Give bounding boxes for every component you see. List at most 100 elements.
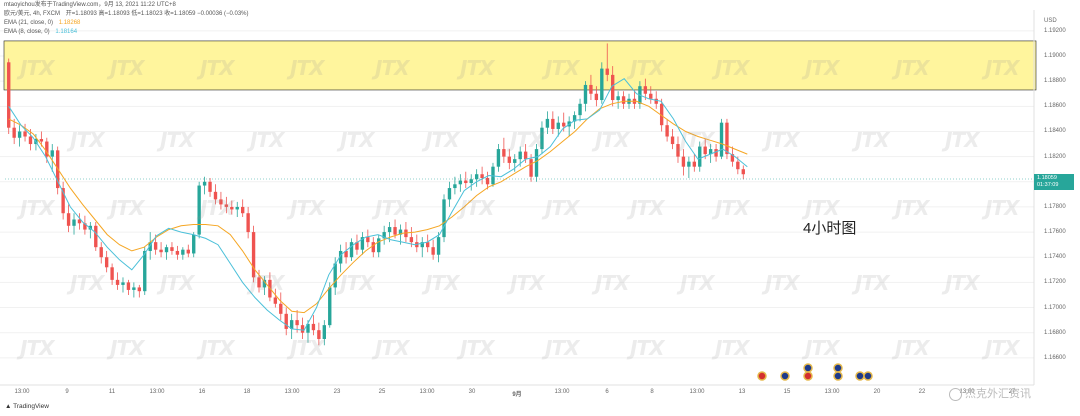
candle-up[interactable] (121, 282, 125, 285)
candle-down[interactable] (137, 287, 141, 292)
candle-down[interactable] (61, 188, 65, 214)
event-flag-icon[interactable] (863, 371, 873, 381)
candle-down[interactable] (126, 282, 131, 290)
candle-down[interactable] (692, 161, 696, 167)
candle-up[interactable] (436, 237, 441, 255)
candle-down[interactable] (39, 139, 44, 142)
candle-up[interactable] (513, 159, 517, 163)
candle-up[interactable] (192, 234, 196, 254)
candle-down[interactable] (257, 277, 261, 288)
candle-up[interactable] (328, 287, 332, 326)
candle-down[interactable] (480, 174, 484, 179)
candle-down[interactable] (730, 154, 735, 162)
candle-down[interactable] (115, 279, 120, 285)
candle-up[interactable] (360, 237, 365, 250)
candle-up[interactable] (377, 238, 381, 253)
candle-up[interactable] (458, 180, 463, 185)
candle-down[interactable] (159, 249, 163, 253)
candle-up[interactable] (578, 103, 582, 116)
candle-up[interactable] (88, 225, 93, 230)
candle-up[interactable] (333, 263, 337, 288)
candle-up[interactable] (518, 151, 522, 160)
candle-up[interactable] (72, 219, 76, 226)
candle-down[interactable] (654, 98, 658, 104)
candle-down[interactable] (175, 250, 180, 255)
candle-down[interactable] (665, 125, 669, 137)
candle-down[interactable] (279, 303, 283, 314)
candle-down[interactable] (28, 136, 33, 145)
candle-down[interactable] (551, 118, 555, 129)
candle-down[interactable] (300, 325, 305, 333)
candle-up[interactable] (496, 149, 501, 167)
candle-up[interactable] (235, 206, 239, 210)
symbol-title[interactable]: 欧元/美元, 4h, FXCM (4, 11, 61, 17)
candle-down[interactable] (594, 93, 599, 101)
candle-up[interactable] (132, 287, 136, 290)
candle-down[interactable] (45, 141, 49, 157)
candle-down[interactable] (670, 136, 675, 145)
candle-up[interactable] (17, 131, 22, 138)
candle-up[interactable] (387, 227, 392, 233)
candle-up[interactable] (202, 181, 207, 186)
tradingview-logo[interactable]: ▲ TradingView (5, 403, 49, 410)
candle-up[interactable] (616, 96, 620, 101)
candle-down[interactable] (643, 86, 648, 94)
candle-down[interactable] (77, 219, 82, 224)
candle-down[interactable] (170, 247, 174, 251)
candle-up[interactable] (474, 174, 479, 180)
candle-down[interactable] (703, 146, 707, 155)
candle-down[interactable] (251, 232, 256, 278)
candle-down[interactable] (284, 313, 288, 329)
event-flag-icon[interactable] (833, 371, 843, 381)
candle-up[interactable] (289, 320, 294, 329)
candle-up[interactable] (469, 179, 473, 184)
candle-down[interactable] (213, 191, 218, 200)
candle-down[interactable] (393, 227, 397, 235)
candle-up[interactable] (453, 184, 457, 189)
candle-up[interactable] (164, 247, 169, 253)
candle-down[interactable] (110, 267, 114, 280)
candle-down[interactable] (219, 199, 223, 205)
candle-down[interactable] (311, 323, 316, 331)
candle-down[interactable] (681, 156, 686, 167)
candle-down[interactable] (355, 242, 359, 250)
candle-up[interactable] (556, 122, 560, 129)
candle-down[interactable] (186, 249, 190, 254)
event-flag-icon[interactable] (803, 371, 813, 381)
candle-down[interactable] (502, 149, 506, 157)
candle-down[interactable] (153, 242, 158, 250)
candle-down[interactable] (371, 242, 375, 253)
candle-down[interactable] (317, 330, 321, 339)
candle-down[interactable] (676, 144, 680, 157)
candle-up[interactable] (442, 199, 446, 238)
candle-up[interactable] (197, 185, 201, 235)
candle-down[interactable] (507, 156, 511, 163)
candle-down[interactable] (83, 223, 87, 230)
candle-up[interactable] (583, 84, 588, 104)
candle-down[interactable] (611, 74, 615, 101)
candle-down[interactable] (741, 169, 745, 175)
event-flag-icon[interactable] (855, 371, 865, 381)
event-flag-icon[interactable] (780, 371, 790, 381)
candle-up[interactable] (540, 127, 544, 150)
candle-down[interactable] (426, 242, 430, 248)
candle-down[interactable] (224, 204, 229, 207)
candle-down[interactable] (649, 93, 653, 99)
candle-up[interactable] (306, 323, 310, 333)
event-flag-icon[interactable] (757, 371, 767, 381)
candle-down[interactable] (273, 297, 278, 304)
candle-down[interactable] (344, 250, 348, 258)
candle-down[interactable] (562, 122, 566, 127)
candle-down[interactable] (529, 159, 533, 177)
candle-up[interactable] (534, 149, 539, 177)
candle-up[interactable] (338, 250, 343, 264)
candle-up[interactable] (382, 232, 386, 239)
candle-up[interactable] (349, 242, 354, 258)
candle-down[interactable] (12, 127, 16, 138)
candle-down[interactable] (523, 151, 528, 160)
candle-down[interactable] (99, 247, 103, 258)
candle-down[interactable] (714, 149, 718, 157)
candle-up[interactable] (181, 249, 185, 255)
candle-up[interactable] (572, 115, 577, 122)
